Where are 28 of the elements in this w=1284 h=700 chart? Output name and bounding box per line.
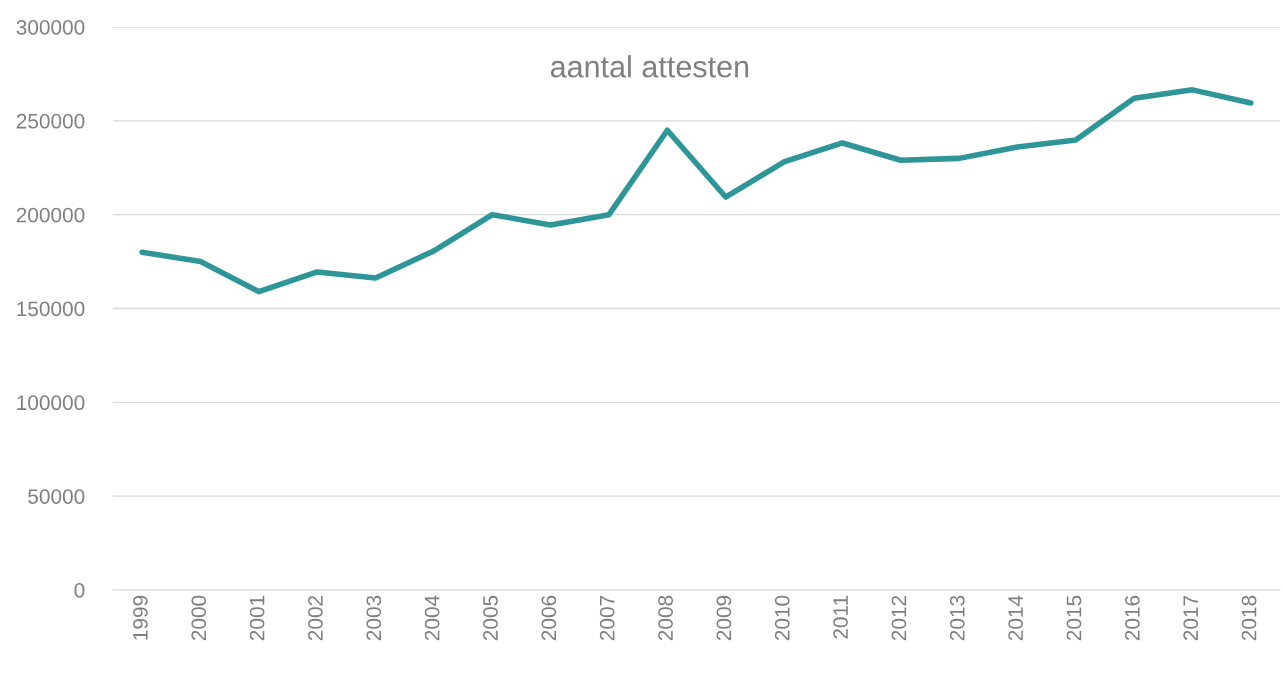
x-tick-label: 2001 (249, 595, 265, 641)
x-tick-label: 2018 (1241, 595, 1257, 641)
x-tick-label: 2009 (716, 595, 732, 641)
x-tick-label: 2003 (366, 595, 382, 641)
x-tick-label: 2000 (191, 595, 207, 641)
x-tick-label: 2010 (774, 595, 790, 641)
x-tick-label: 2011 (833, 595, 848, 639)
x-tick-label: 2002 (308, 595, 323, 641)
x-tick-label: 2015 (1066, 595, 1082, 641)
x-tick-label: 2014 (1008, 595, 1024, 641)
x-tick-label: 1999 (133, 595, 148, 640)
x-tick-label: 2006 (541, 595, 557, 641)
y-tick-label: 150000 (17, 301, 85, 317)
y-tick-label: 200000 (16, 207, 85, 223)
y-tick-label: 0 (74, 583, 85, 598)
x-tick-label: 2007 (599, 595, 615, 641)
x-tick-label: 2008 (658, 595, 673, 641)
y-tick-label: 50000 (28, 489, 85, 504)
y-tick-label: 300000 (16, 20, 85, 35)
x-tick-label: 2005 (483, 595, 498, 641)
y-tick-label: 100000 (17, 395, 85, 411)
text: aantal attesten (550, 55, 749, 78)
x-tick-label: 2004 (424, 595, 440, 641)
x-tick-label: 2012 (891, 595, 907, 641)
x-tick-label: 2016 (1124, 595, 1140, 641)
y-tick-label: 250000 (16, 113, 85, 129)
x-tick-label: 2017 (1183, 595, 1199, 641)
x-tick-label: 2013 (949, 595, 965, 641)
